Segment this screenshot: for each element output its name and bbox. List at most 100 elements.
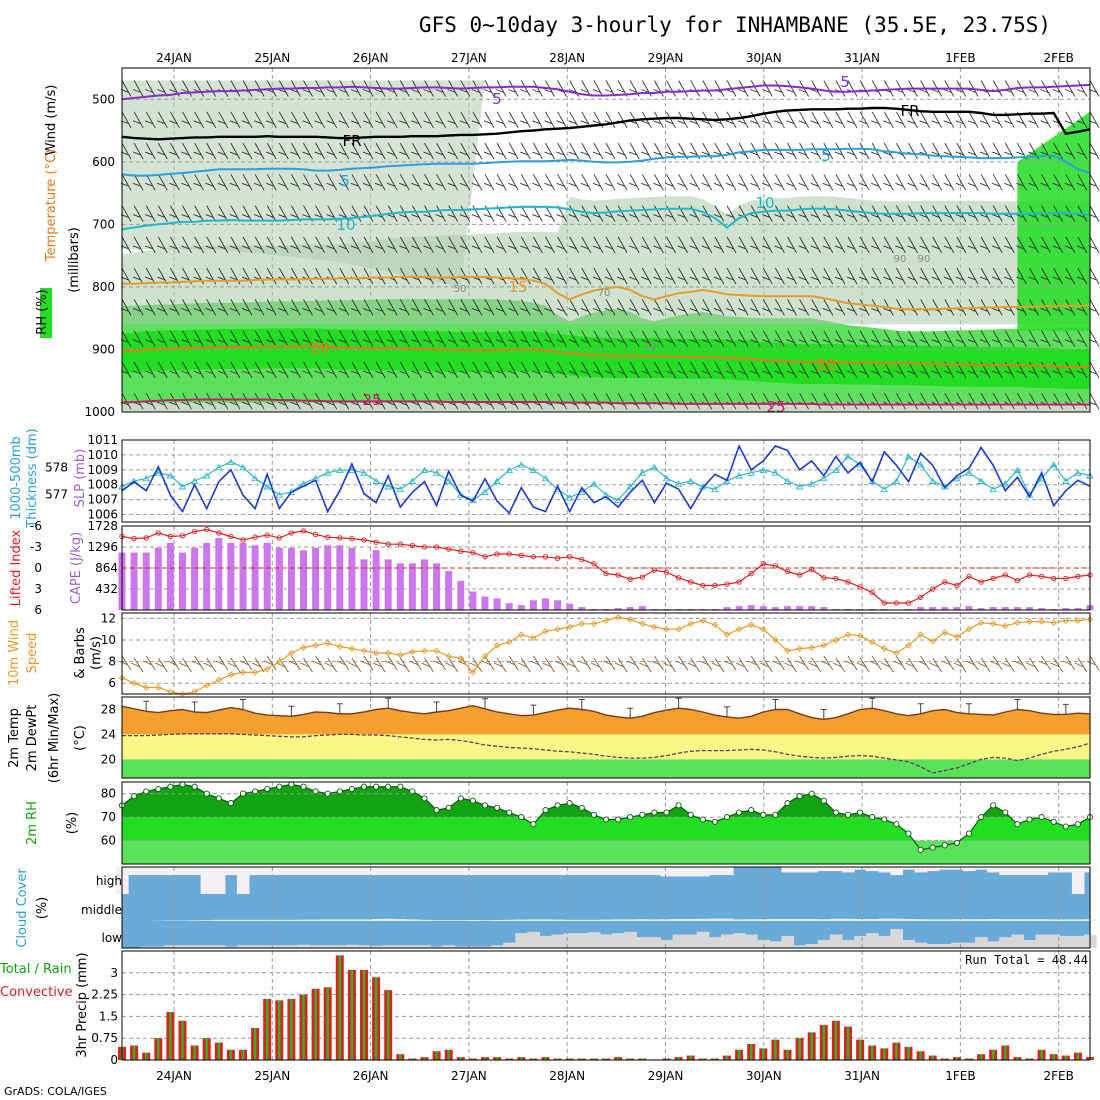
wind-barb	[145, 267, 156, 285]
lifted-index-point	[554, 555, 561, 561]
cloud-high-clear	[370, 867, 383, 876]
precip-convective-bar	[1004, 1045, 1007, 1060]
wind-barb	[762, 142, 773, 160]
wind-barb	[689, 267, 701, 285]
cloud-low-clear	[164, 945, 177, 948]
cape-tick-label: 864	[95, 561, 118, 575]
cloud-axis-label: Cloud Cover	[15, 868, 30, 948]
wind-barb	[459, 142, 471, 160]
wind-barb	[217, 174, 229, 191]
wind-barb	[774, 330, 785, 347]
thickness-point	[130, 477, 138, 484]
rh-point	[832, 809, 839, 816]
wind-barb	[955, 267, 967, 285]
wind-speed-point	[493, 642, 501, 649]
wind-barb	[253, 142, 265, 160]
wind-barb	[314, 330, 325, 347]
wind-barb	[737, 236, 749, 254]
lifted-index-point	[216, 530, 222, 536]
wind-barb	[737, 361, 749, 379]
wind-speed-tick-label: 8	[108, 655, 116, 669]
wind-barb	[1064, 111, 1076, 129]
wind-barb	[290, 299, 301, 316]
wind-barb	[858, 205, 870, 222]
wind-barb	[290, 111, 301, 129]
wind-barb	[290, 142, 301, 160]
cape-bar	[1026, 607, 1033, 610]
wind-barb	[774, 80, 785, 97]
cloud-low-clear	[430, 946, 444, 948]
cloud-middle-gap	[551, 919, 565, 921]
cloud-middle-gap	[890, 918, 903, 921]
precip-convective-bar	[568, 1058, 571, 1060]
wind-barb	[943, 174, 955, 191]
wind-barb	[786, 236, 797, 254]
wind-speed-point	[747, 621, 755, 629]
cloud-high-clear	[805, 867, 819, 873]
rh-point	[518, 814, 525, 821]
temp-tick-label: 20	[101, 752, 116, 766]
rh-point	[203, 790, 210, 797]
wind-barb	[762, 80, 773, 97]
cape-bar	[215, 538, 223, 610]
thickness-point	[590, 480, 598, 487]
wind-barb	[810, 299, 822, 316]
cloud-low-clear	[950, 942, 964, 948]
wind-barb	[314, 174, 325, 191]
cloud-low-clear	[1059, 935, 1073, 949]
cloud-high-clear	[418, 867, 431, 876]
wind-barb	[774, 111, 785, 129]
rh-point	[324, 790, 331, 797]
wind-speed-tick-label: 6	[108, 676, 116, 690]
thickness-point	[1013, 466, 1022, 474]
pressure-tick-label: 700	[92, 217, 115, 231]
wind-barb	[653, 330, 664, 347]
wind-barb-10m	[348, 657, 362, 673]
wind-barb	[399, 299, 410, 316]
wind-barb	[858, 111, 870, 129]
cloud-low-clear	[757, 939, 770, 948]
precip-convective-bar	[314, 988, 317, 1060]
cloud-middle-gap	[684, 919, 698, 921]
wind-barb	[798, 142, 809, 160]
wind-barb	[362, 142, 374, 160]
wind-barb	[762, 236, 773, 254]
wind-barb	[665, 361, 676, 379]
wind-barb	[338, 330, 350, 347]
wind-barb	[871, 330, 882, 347]
wind-barb	[145, 142, 156, 160]
precip-convective-bar	[822, 1025, 825, 1060]
wind-barb	[629, 174, 640, 191]
wind-barb	[629, 267, 640, 285]
cloud-high-clear	[212, 867, 226, 894]
wind-barb	[423, 236, 434, 254]
wind-speed-point	[590, 620, 598, 628]
wind-speed-point	[130, 679, 138, 687]
cloud-middle-gap	[769, 919, 782, 921]
lifted-index-point	[385, 541, 391, 547]
rh-point	[857, 809, 864, 816]
wind-barb-10m	[1062, 655, 1076, 671]
rh-point	[929, 844, 936, 851]
lifted-index-tick-label: -3	[30, 540, 42, 554]
wind-speed-point	[1062, 617, 1070, 624]
lifted-index-point	[494, 551, 500, 557]
wind-barb-10m	[143, 655, 156, 671]
lifted-index-point	[639, 574, 645, 580]
wind-barb	[568, 299, 580, 316]
cloud-low-clear	[975, 937, 988, 948]
wind-speed-point	[530, 634, 537, 642]
cloud-high-clear	[600, 867, 613, 876]
rh2m-border	[121, 781, 1091, 865]
thickness-point	[142, 474, 150, 482]
wind-speed-point	[251, 669, 259, 676]
precip-convective-bar	[604, 1058, 608, 1060]
wind-barb	[495, 361, 507, 379]
wind-axis-label: Wind (m/s)	[44, 85, 59, 156]
wind-barb-10m	[856, 657, 870, 673]
wind-barb	[1016, 330, 1027, 347]
wind-barb	[665, 174, 676, 191]
wind-barb	[181, 236, 192, 254]
wind-barb	[350, 236, 362, 254]
